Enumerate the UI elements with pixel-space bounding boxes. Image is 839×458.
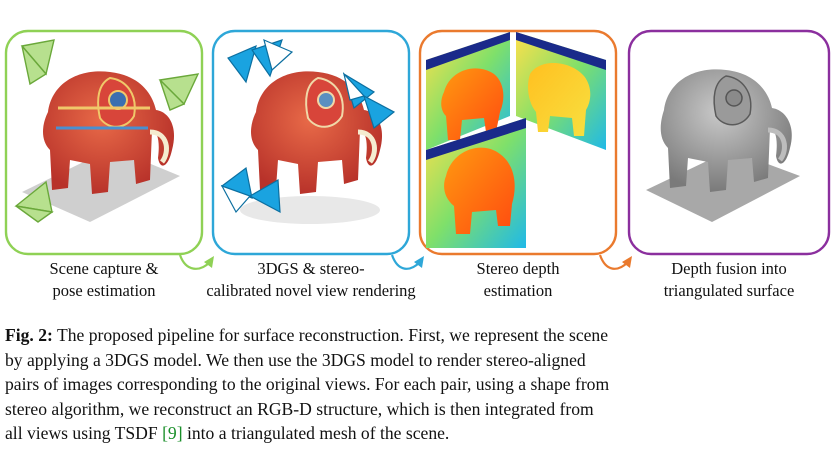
stage-2-panel	[211, 29, 411, 256]
caption-line-1-text: The proposed pipeline for surface recons…	[52, 325, 609, 345]
stage-1-label-line2: pose estimation	[52, 281, 156, 300]
stage-4-panel	[627, 29, 831, 256]
stage-1-label-line1: Scene capture &	[49, 259, 159, 278]
stage-1-label: Scene capture & pose estimation	[6, 258, 202, 302]
triangulated-mesh-image	[660, 69, 792, 192]
depth-map-image	[516, 32, 606, 150]
caption-line-5: all views using TSDF [9] into a triangul…	[5, 421, 834, 446]
camera-pose-icon	[20, 39, 55, 86]
stage-3-label: Stereo depth estimation	[420, 258, 616, 302]
camera-pose-icon	[14, 180, 54, 223]
caption-line-2: by applying a 3DGS model. We then use th…	[5, 349, 586, 370]
stage-1-panel	[4, 29, 204, 256]
caption-line-3: pairs of images corresponding to the ori…	[5, 374, 610, 395]
camera-pose-icon	[158, 73, 200, 111]
figure-label: Fig. 2:	[5, 325, 53, 345]
stereo-camera-icon	[220, 166, 281, 214]
stage-2-label-line1: 3DGS & stereo-	[257, 259, 365, 278]
caption-line-1: Fig. 2: The proposed pipeline for surfac…	[5, 323, 834, 348]
stage-4-label-line2: triangulated surface	[663, 281, 795, 300]
stage-4-label-line1: Depth fusion into	[671, 259, 787, 278]
caption-line-5a: all views using TSDF	[5, 423, 163, 444]
stage-4-label: Depth fusion into triangulated surface	[629, 258, 829, 302]
depth-map-image	[426, 118, 526, 248]
arrow-1-head	[204, 256, 214, 268]
stage-3-label-line2: estimation	[483, 281, 553, 300]
stage-3-panel	[418, 29, 618, 256]
citation-link[interactable]: [9]	[162, 423, 183, 444]
stereo-camera-icon	[342, 71, 396, 130]
pipeline-figure	[4, 29, 831, 270]
caption-line-5b: into a triangulated mesh of the scene.	[182, 423, 450, 444]
stage-3-label-line1: Stereo depth	[476, 259, 560, 278]
stage-2-label: 3DGS & stereo- calibrated novel view ren…	[193, 258, 429, 302]
elephant-color-image	[43, 71, 175, 194]
stereo-camera-icon	[227, 38, 294, 84]
arrow-2-head	[414, 256, 424, 268]
stage-2-label-line2: calibrated novel view rendering	[206, 281, 416, 300]
depth-map-image	[426, 32, 510, 150]
arrow-3-head	[622, 256, 632, 268]
figure-caption: Fig. 2: The proposed pipeline for surfac…	[5, 323, 834, 446]
caption-line-4: stereo algorithm, we reconstruct an RGB-…	[5, 398, 594, 419]
